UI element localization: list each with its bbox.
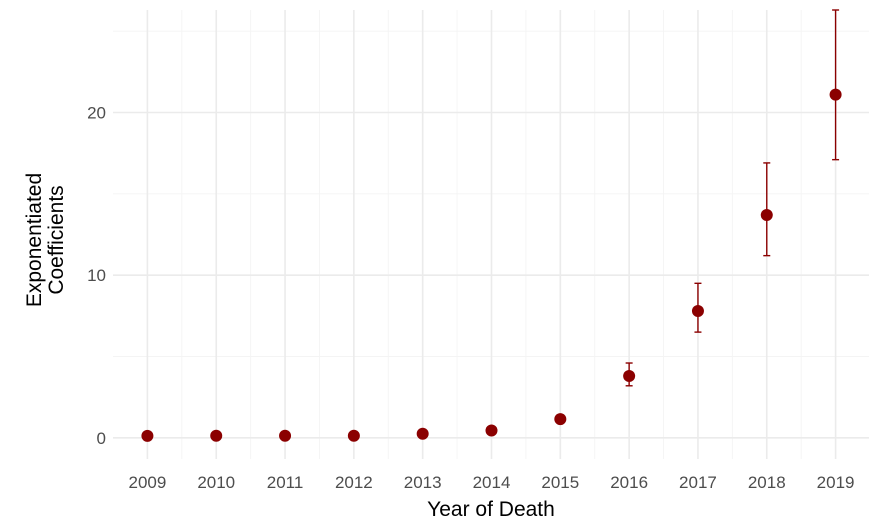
- x-tick-label: 2018: [748, 473, 786, 492]
- x-tick-label: 2009: [128, 473, 166, 492]
- data-point: [141, 429, 154, 442]
- x-tick-label: 2014: [473, 473, 511, 492]
- x-axis-title: Year of Death: [427, 498, 555, 521]
- y-axis-title-line-2: Coefficients: [45, 185, 68, 294]
- x-tick-label: 2010: [197, 473, 235, 492]
- data-points: [141, 88, 842, 442]
- x-tick-label: 2019: [817, 473, 855, 492]
- y-tick-label: 0: [97, 429, 106, 448]
- grid: [113, 10, 869, 459]
- error-bar: [832, 9, 840, 161]
- data-point: [691, 304, 704, 317]
- x-tick-label: 2017: [679, 473, 717, 492]
- y-tick-label: 20: [87, 103, 106, 122]
- x-axis-ticks: 2009 2010 2011 2012 2013 2014 2015 2016 2017 2018…: [128, 473, 854, 492]
- y-axis-title-line-1: Exponentiated: [23, 173, 46, 307]
- y-tick-label: 10: [87, 266, 106, 285]
- data-point: [210, 429, 223, 442]
- data-point: [760, 208, 773, 221]
- x-tick-label: 2016: [610, 473, 648, 492]
- data-point: [829, 88, 842, 101]
- data-point: [416, 427, 429, 440]
- x-tick-label: 2015: [541, 473, 579, 492]
- y-axis-ticks: 0 10 20: [87, 103, 106, 447]
- x-tick-label: 2011: [267, 473, 304, 492]
- x-tick-label: 2012: [335, 473, 373, 492]
- data-point: [554, 413, 567, 426]
- data-point: [347, 429, 360, 442]
- data-point: [623, 370, 636, 383]
- data-point: [279, 429, 292, 442]
- data-point: [485, 424, 498, 437]
- x-tick-label: 2013: [404, 473, 442, 492]
